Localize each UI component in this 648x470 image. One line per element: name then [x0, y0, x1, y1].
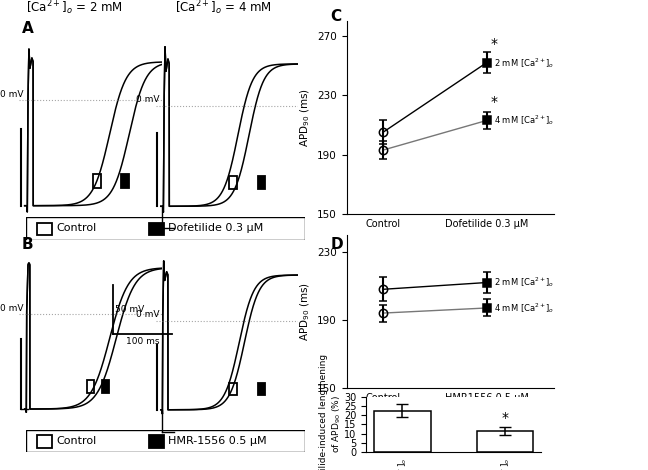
Text: 0 mV: 0 mV	[136, 310, 159, 320]
Bar	[37, 223, 52, 235]
Bar	[374, 411, 430, 452]
Text: [Ca$^{2+}$]$_o$ = 4 mM: [Ca$^{2+}$]$_o$ = 4 mM	[175, 0, 272, 16]
Bar	[477, 431, 533, 452]
Text: 0 mV: 0 mV	[0, 89, 23, 99]
Text: Dofetilide 0.3 μM: Dofetilide 0.3 μM	[168, 223, 263, 234]
Text: 4 mM [Ca$^{2+}$]$_o$: 4 mM [Ca$^{2+}$]$_o$	[494, 301, 554, 315]
Text: D: D	[330, 237, 343, 252]
Text: *: *	[502, 411, 509, 425]
Bar	[87, 380, 94, 393]
Text: 2 mM [Ca$^{2+}$]$_o$: 2 mM [Ca$^{2+}$]$_o$	[494, 56, 554, 70]
Bar	[148, 435, 164, 447]
Bar	[93, 173, 100, 188]
Text: 100 ms: 100 ms	[126, 337, 159, 346]
Bar	[229, 176, 237, 189]
Bar	[229, 383, 237, 394]
Bar	[102, 380, 109, 393]
Text: *: *	[491, 37, 498, 51]
Bar	[37, 435, 52, 447]
Text: C: C	[330, 9, 341, 24]
Text: B: B	[22, 237, 34, 252]
Text: Control: Control	[56, 223, 97, 234]
Y-axis label: APD$_{90}$ (ms): APD$_{90}$ (ms)	[298, 88, 312, 147]
Bar	[121, 173, 129, 188]
Text: *: *	[491, 94, 498, 109]
Text: HMR-1556 0.5 μM: HMR-1556 0.5 μM	[168, 436, 266, 446]
Y-axis label: Dofetilide-induced lengthening
of APD$_{90}$ (%): Dofetilide-induced lengthening of APD$_{…	[319, 354, 343, 470]
Text: 0 mV: 0 mV	[136, 95, 159, 104]
Text: Control: Control	[56, 436, 97, 446]
Bar	[257, 383, 265, 394]
Text: 2 mM [Ca$^{2+}$]$_o$: 2 mM [Ca$^{2+}$]$_o$	[494, 275, 554, 290]
Bar	[257, 176, 265, 189]
Bar	[148, 223, 164, 235]
Text: A: A	[22, 21, 34, 36]
Text: 50 mV: 50 mV	[115, 305, 144, 314]
Text: 0 mV: 0 mV	[0, 304, 23, 313]
Y-axis label: APD$_{90}$ (ms): APD$_{90}$ (ms)	[298, 282, 312, 341]
Text: 4 mM [Ca$^{2+}$]$_o$: 4 mM [Ca$^{2+}$]$_o$	[494, 114, 554, 127]
Text: [Ca$^{2+}$]$_o$ = 2 mM: [Ca$^{2+}$]$_o$ = 2 mM	[26, 0, 123, 16]
